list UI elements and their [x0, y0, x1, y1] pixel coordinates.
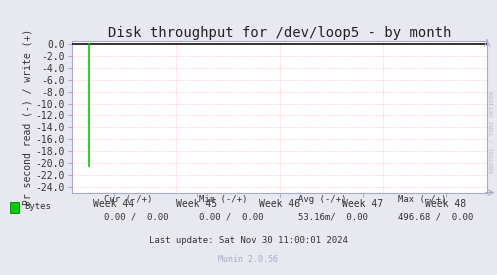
Text: Max (-/+): Max (-/+): [398, 194, 446, 204]
Text: RRDTOOL / TOBI OETIKER: RRDTOOL / TOBI OETIKER: [490, 91, 495, 173]
Text: 0.00 /  0.00: 0.00 / 0.00: [104, 213, 169, 222]
Text: 53.16m/  0.00: 53.16m/ 0.00: [298, 213, 368, 222]
Text: Cur (-/+): Cur (-/+): [104, 194, 153, 204]
Bar: [10, 202, 19, 213]
Text: Last update: Sat Nov 30 11:00:01 2024: Last update: Sat Nov 30 11:00:01 2024: [149, 236, 348, 245]
Text: Min (-/+): Min (-/+): [199, 194, 247, 204]
Text: 496.68 /  0.00: 496.68 / 0.00: [398, 213, 473, 222]
Text: Avg (-/+): Avg (-/+): [298, 194, 346, 204]
Text: 0.00 /  0.00: 0.00 / 0.00: [199, 213, 263, 222]
Text: Bytes: Bytes: [24, 202, 51, 211]
Text: Munin 2.0.56: Munin 2.0.56: [219, 255, 278, 263]
Y-axis label: Pr second read (-) / write (+): Pr second read (-) / write (+): [23, 29, 33, 205]
Title: Disk throughput for /dev/loop5 - by month: Disk throughput for /dev/loop5 - by mont…: [108, 26, 451, 40]
